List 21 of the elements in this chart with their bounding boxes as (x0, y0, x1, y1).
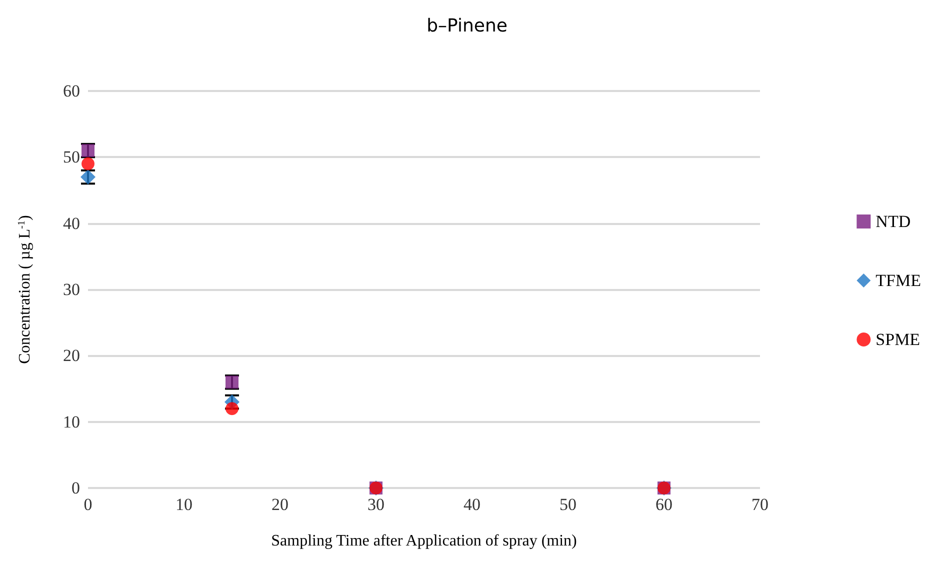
x-tick-label: 20 (272, 495, 288, 514)
y-tick-label: 30 (63, 280, 80, 299)
x-tick-label: 50 (560, 495, 576, 514)
x-tick-label: 60 (656, 495, 672, 514)
y-tick-label: 60 (63, 82, 80, 100)
chart-title: b–Pinene (426, 16, 508, 36)
y-tick-label: 40 (63, 214, 80, 233)
y-tick-label: 0 (72, 478, 80, 498)
y-tick-label: 50 (63, 148, 80, 167)
x-tick-label: 0 (84, 495, 92, 514)
legend-label: TFME (876, 271, 922, 290)
x-axis-title: Sampling Time after Application of spray (min) (271, 532, 577, 550)
legend-label: SPME (876, 330, 920, 349)
y-tick-label: 20 (63, 346, 80, 366)
legend-label: NTD (876, 212, 911, 231)
x-tick-label: 30 (368, 495, 384, 514)
x-tick-label: 10 (176, 495, 192, 514)
x-tick-label: 70 (752, 495, 768, 514)
y-axis-title: Concentration ( µg L-1) (16, 215, 34, 364)
x-tick-label: 40 (464, 495, 480, 514)
y-tick-label: 10 (63, 412, 80, 432)
